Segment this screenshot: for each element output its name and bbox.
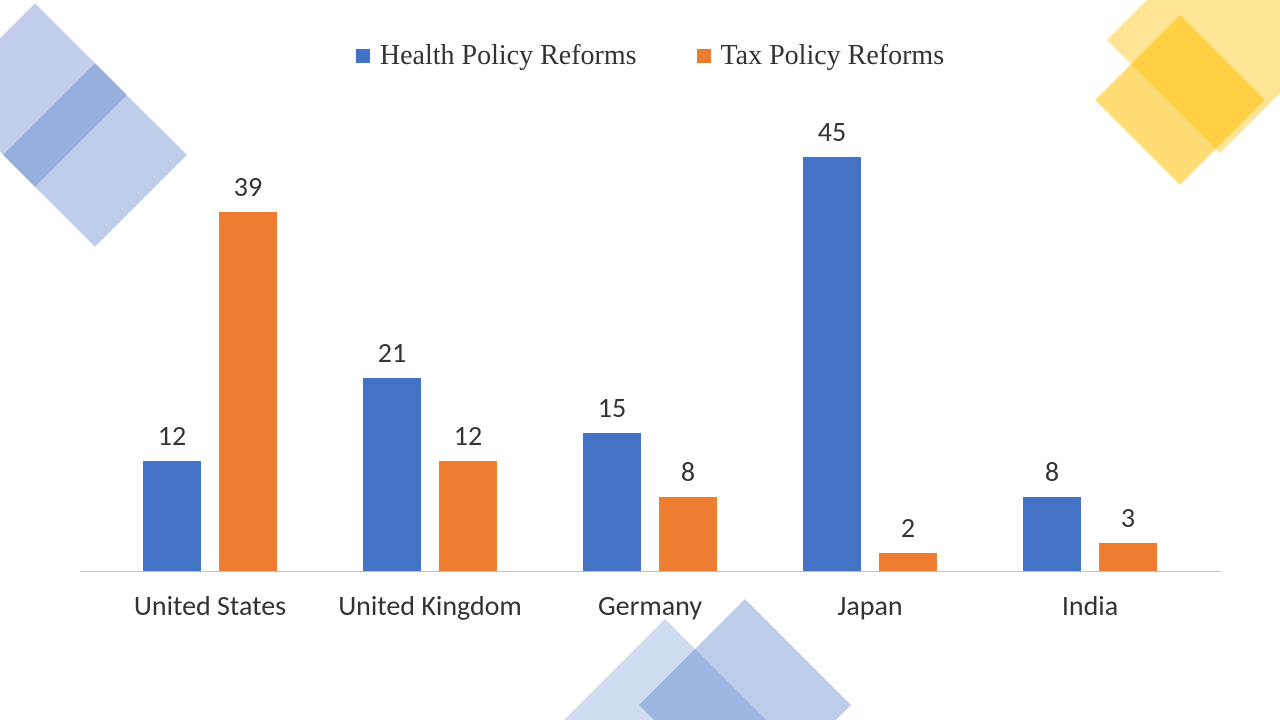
data-label: 12	[454, 418, 482, 453]
data-label: 3	[1121, 500, 1135, 535]
data-label: 2	[901, 510, 915, 545]
legend-label: Health Policy Reforms	[380, 40, 637, 72]
bar-wrap: 45	[803, 114, 861, 571]
bar	[1099, 543, 1157, 571]
plot-area: 1239211215845283	[80, 112, 1220, 572]
x-axis-label: United States	[100, 588, 320, 623]
bar	[659, 497, 717, 571]
bar	[1023, 497, 1081, 571]
legend-label: Tax Policy Reforms	[721, 40, 945, 72]
bar	[439, 461, 497, 571]
bar-group: 15 8	[540, 390, 760, 571]
data-label: 15	[598, 390, 626, 425]
bar	[879, 553, 937, 571]
bar-group: 21 12	[320, 335, 540, 571]
data-label: 8	[681, 454, 695, 489]
legend-swatch	[356, 49, 370, 63]
legend-swatch	[697, 49, 711, 63]
bar-wrap: 12	[439, 418, 497, 571]
x-axis: United StatesUnited KingdomGermanyJapanI…	[80, 588, 1220, 623]
bar-wrap: 8	[659, 454, 717, 571]
bar-group: 12 39	[100, 169, 320, 571]
x-axis-label: Japan	[760, 588, 980, 623]
x-axis-label: India	[980, 588, 1200, 623]
bar-group: 83	[980, 454, 1200, 571]
legend-item-health: Health Policy Reforms	[356, 40, 637, 72]
bar	[219, 212, 277, 571]
bar-wrap: 2	[879, 510, 937, 571]
bar	[363, 378, 421, 571]
bar-wrap: 12	[143, 418, 201, 571]
data-label: 8	[1045, 454, 1059, 489]
x-axis-label: United Kingdom	[320, 588, 540, 623]
data-label: 45	[818, 114, 846, 149]
bar-wrap: 15	[583, 390, 641, 571]
bar-wrap: 3	[1099, 500, 1157, 571]
bar	[143, 461, 201, 571]
data-label: 39	[234, 169, 262, 204]
bar-wrap: 8	[1023, 454, 1081, 571]
data-label: 21	[378, 335, 406, 370]
x-axis-label: Germany	[540, 588, 760, 623]
bar-wrap: 21	[363, 335, 421, 571]
data-label: 12	[158, 418, 186, 453]
bar-group: 45 2	[760, 114, 980, 571]
bar	[803, 157, 861, 571]
legend: Health Policy Reforms Tax Policy Reforms	[80, 40, 1220, 72]
legend-item-tax: Tax Policy Reforms	[697, 40, 945, 72]
bar-wrap: 39	[219, 169, 277, 571]
slide-canvas: { "chart": { "type": "bar", "legend": { …	[0, 0, 1280, 720]
bar	[583, 433, 641, 571]
bar-chart: Health Policy Reforms Tax Policy Reforms…	[80, 40, 1220, 660]
